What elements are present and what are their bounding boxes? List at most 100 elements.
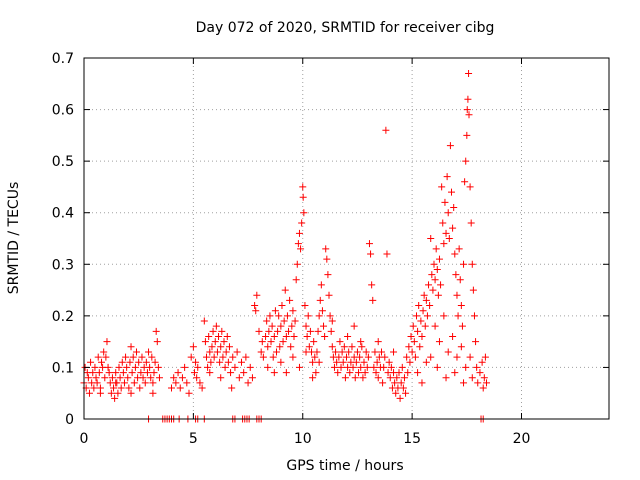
data-point — [101, 374, 109, 382]
data-point — [299, 193, 307, 201]
data-point — [341, 374, 349, 382]
data-point — [145, 348, 153, 356]
data-point — [309, 358, 317, 366]
data-point — [468, 374, 476, 382]
data-point — [316, 296, 324, 304]
axis-ticks: 0 5 10 15 20 0 0.1 0.2 0.3 0.4 0.5 0.6 0.7 — [52, 51, 609, 447]
data-point — [357, 363, 365, 371]
data-point — [427, 353, 435, 361]
data-point — [310, 338, 318, 346]
data-point — [481, 353, 489, 361]
data-point — [336, 338, 344, 346]
data-point — [321, 332, 329, 340]
data-point — [480, 374, 488, 382]
data-point — [431, 276, 439, 284]
data-point — [114, 389, 122, 397]
data-point — [112, 369, 120, 377]
data-point — [416, 343, 424, 351]
data-point — [126, 358, 134, 366]
data-point — [244, 379, 252, 387]
data-point — [470, 312, 478, 320]
data-point — [430, 260, 438, 268]
data-point — [355, 369, 363, 377]
data-point — [190, 369, 198, 377]
x-tick-label: 15 — [403, 431, 421, 447]
data-point — [425, 281, 433, 289]
data-point — [410, 338, 418, 346]
data-point — [454, 312, 462, 320]
data-point — [294, 240, 302, 248]
data-point — [383, 250, 391, 258]
data-point — [262, 332, 270, 340]
y-tick-label: 0.4 — [52, 206, 74, 222]
data-point — [267, 338, 275, 346]
data-point — [280, 317, 288, 325]
data-point — [345, 348, 353, 356]
data-point — [98, 358, 105, 366]
data-point — [231, 363, 239, 371]
data-point — [168, 384, 175, 392]
data-point — [361, 369, 369, 377]
data-point — [221, 363, 229, 371]
data-point — [357, 338, 365, 346]
data-point — [333, 358, 341, 366]
data-point — [288, 322, 296, 330]
data-point — [301, 302, 309, 310]
data-point — [313, 348, 321, 356]
data-point — [304, 312, 312, 320]
data-point — [264, 363, 272, 371]
data-point — [258, 338, 266, 346]
data-point — [306, 327, 314, 335]
data-point — [150, 369, 158, 377]
data-point — [385, 358, 393, 366]
plot-frame — [83, 57, 610, 420]
data-points — [80, 69, 490, 423]
data-point — [340, 343, 348, 351]
data-point — [474, 379, 482, 387]
y-tick-label: 0.5 — [52, 154, 74, 170]
data-point — [107, 389, 115, 397]
data-point — [400, 374, 408, 382]
data-point — [299, 183, 307, 191]
data-point — [278, 302, 286, 310]
data-point — [229, 353, 237, 361]
y-tick-label: 0.7 — [52, 51, 74, 67]
data-point — [275, 312, 283, 320]
data-point — [289, 353, 297, 361]
data-point — [463, 106, 471, 114]
data-point — [468, 260, 476, 268]
data-point — [399, 384, 407, 392]
data-point — [263, 317, 271, 325]
data-point — [253, 291, 261, 299]
data-point — [215, 332, 223, 340]
data-point — [204, 363, 212, 371]
data-point — [112, 379, 120, 387]
data-point — [466, 353, 474, 361]
data-point — [450, 204, 458, 212]
data-point — [431, 322, 439, 330]
data-point — [286, 296, 294, 304]
data-point — [212, 322, 220, 330]
data-point — [125, 384, 133, 392]
data-point — [291, 317, 299, 325]
data-point — [187, 353, 195, 361]
data-point — [418, 332, 426, 340]
data-point — [328, 343, 336, 351]
data-point — [467, 219, 475, 227]
data-point — [222, 348, 230, 356]
data-point — [404, 369, 412, 377]
data-point — [225, 343, 233, 351]
data-point — [127, 343, 135, 351]
data-point — [407, 332, 415, 340]
data-point — [456, 276, 464, 284]
x-tick-label: 5 — [189, 431, 198, 447]
data-point — [382, 126, 390, 134]
data-point — [217, 374, 225, 382]
data-point — [136, 384, 144, 392]
data-point — [127, 389, 135, 397]
data-point — [314, 327, 322, 335]
data-point — [302, 348, 310, 356]
data-point — [130, 379, 138, 387]
data-point — [390, 348, 398, 356]
